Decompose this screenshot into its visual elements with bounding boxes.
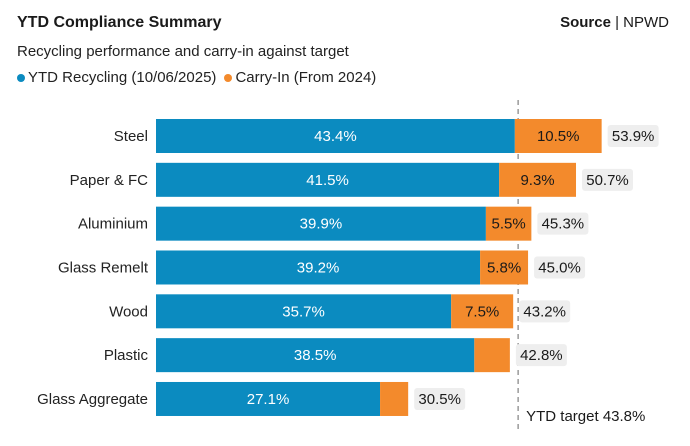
total-label-background (537, 212, 589, 235)
bar-ytd-recycling (156, 206, 486, 241)
legend-label-ytd: YTD Recycling (10/06/2025) (28, 69, 217, 86)
bar-ytd-recycling (156, 162, 500, 197)
category-label: Aluminium (78, 216, 148, 233)
bar-ytd-recycling (156, 250, 481, 285)
legend-dot-carry-in-icon (224, 73, 233, 82)
data-label-ytd: 39.9% (300, 216, 343, 233)
bar-carry-in (380, 381, 409, 416)
legend: YTD Recycling (10/06/2025) Carry-In (Fro… (17, 69, 384, 86)
total-label: 53.9% (612, 128, 655, 145)
bar-carry-in (514, 119, 602, 153)
total-label-background (414, 387, 466, 410)
legend-label-carry-in: Carry-In (From 2024) (235, 69, 377, 86)
data-label-carry-in: 5.5% (492, 216, 526, 233)
total-label: 45.3% (542, 216, 585, 233)
data-label-ytd: 39.2% (297, 259, 340, 276)
bar-carry-in (485, 206, 532, 241)
bar-carry-in (474, 338, 510, 373)
category-label: Steel (114, 128, 148, 145)
total-label-background (534, 256, 586, 279)
category-label: Glass Aggregate (37, 391, 148, 408)
data-label-carry-in: 10.5% (537, 128, 580, 145)
data-label-carry-in: 5.8% (487, 259, 521, 276)
bar-ytd-recycling (156, 338, 475, 373)
bar-ytd-recycling (156, 119, 515, 153)
total-label: 45.0% (538, 259, 581, 276)
bar-ytd-recycling (156, 294, 452, 329)
data-label-carry-in: 9.3% (520, 172, 554, 189)
target-label: YTD target 43.8% (526, 408, 645, 425)
source-label: Source (560, 14, 611, 31)
legend-item-carry-in: Carry-In (From 2024) (224, 69, 376, 86)
total-label-background (582, 168, 634, 191)
source-note: Source | NPWD (560, 14, 669, 31)
total-label: 30.5% (418, 391, 461, 408)
total-label: 43.2% (523, 303, 566, 320)
bar-carry-in (480, 250, 529, 285)
total-label: 50.7% (586, 172, 629, 189)
data-label-ytd: 38.5% (294, 347, 337, 364)
data-label-ytd: 41.5% (306, 172, 349, 189)
total-label-background (607, 125, 659, 147)
data-label-ytd: 35.7% (282, 303, 325, 320)
chart-title: YTD Compliance Summary (17, 14, 222, 31)
category-label: Wood (109, 303, 148, 320)
legend-dot-ytd-icon (17, 73, 25, 82)
category-label: Plastic (104, 347, 149, 364)
bar-carry-in (451, 294, 514, 329)
total-label: 42.8% (520, 347, 563, 364)
total-label-background (519, 300, 571, 323)
chart-subtitle: Recycling performance and carry-in again… (17, 43, 349, 60)
data-label-ytd: 27.1% (247, 391, 290, 408)
data-label-carry-in: 7.5% (465, 303, 499, 320)
data-label-ytd: 43.4% (314, 128, 357, 145)
category-label: Paper & FC (70, 172, 149, 189)
category-label: Glass Remelt (58, 259, 149, 276)
source-separator: | (610, 14, 624, 31)
total-label-background (515, 344, 567, 367)
source-value: NPWD (623, 14, 669, 31)
bar-carry-in (499, 162, 577, 197)
legend-item-ytd: YTD Recycling (10/06/2025) (17, 69, 216, 86)
bar-ytd-recycling (156, 381, 381, 416)
